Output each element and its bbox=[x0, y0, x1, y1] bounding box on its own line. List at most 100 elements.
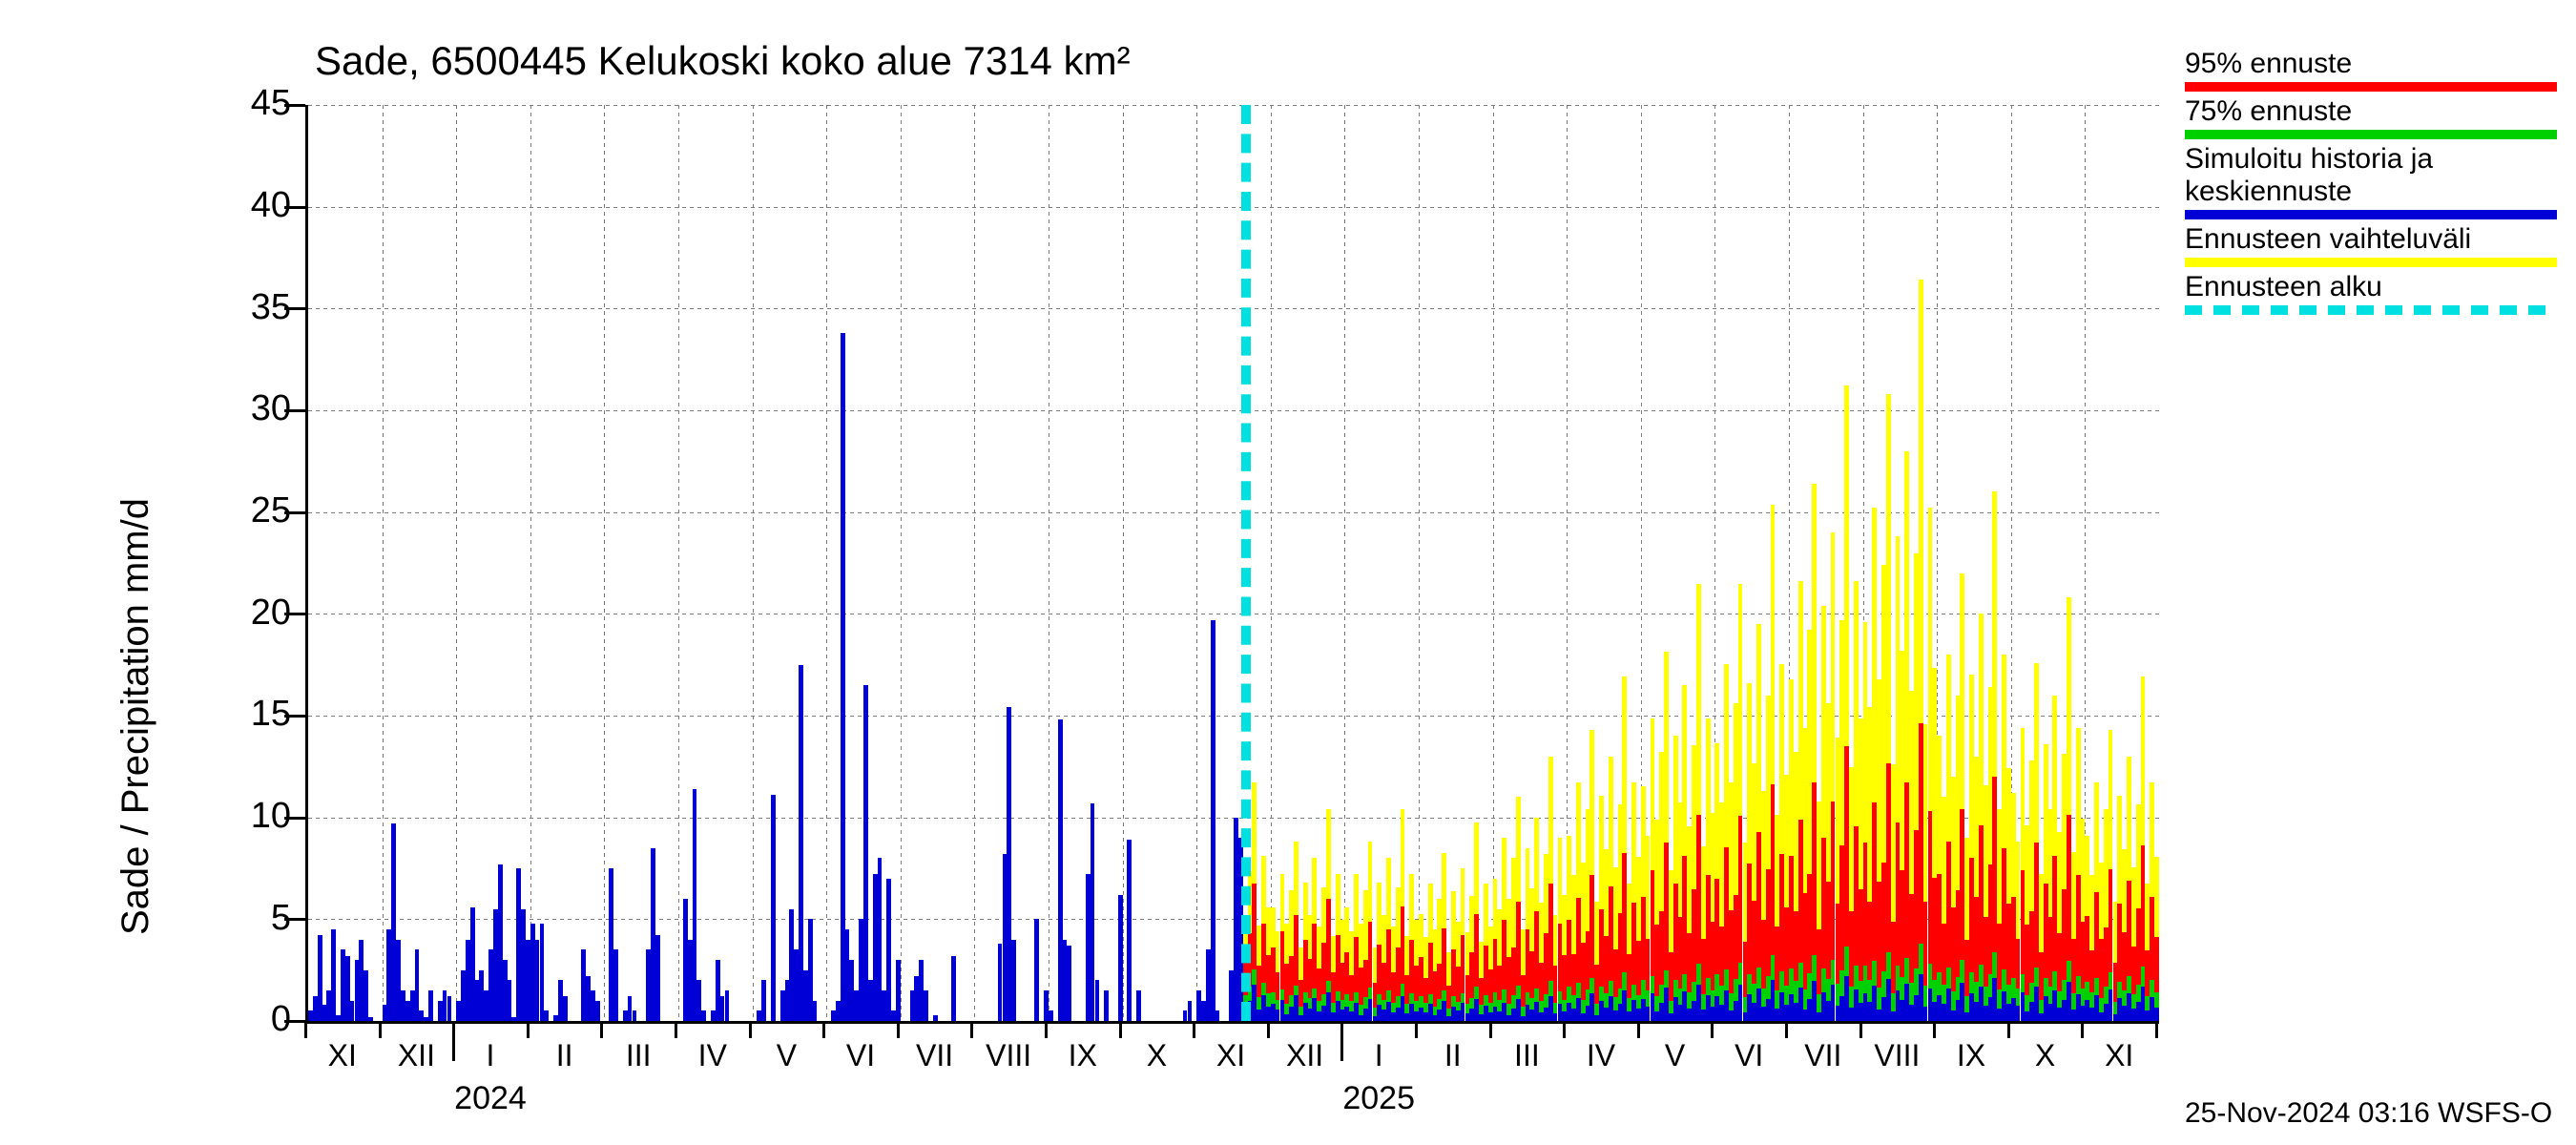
x-month-label: VIII bbox=[970, 1038, 1047, 1073]
x-year-tick bbox=[1340, 1021, 1343, 1061]
x-month-label: IV bbox=[1563, 1038, 1639, 1073]
x-month-tick bbox=[822, 1021, 825, 1038]
y-tick-mark bbox=[284, 715, 305, 718]
data-bar bbox=[655, 935, 660, 1021]
x-month-label: VII bbox=[1785, 1038, 1861, 1073]
legend-label: Ennusteen alku bbox=[2185, 271, 2557, 303]
data-bar bbox=[1095, 980, 1100, 1021]
data-bar bbox=[447, 996, 452, 1021]
data-bar bbox=[1188, 1001, 1193, 1021]
data-bar bbox=[508, 980, 512, 1021]
x-month-label: XII bbox=[378, 1038, 454, 1073]
legend-swatch bbox=[2185, 305, 2557, 315]
x-month-tick bbox=[1267, 1021, 1270, 1038]
data-bar bbox=[563, 996, 568, 1021]
x-month-tick bbox=[2155, 1021, 2158, 1038]
x-month-label: I bbox=[1340, 1038, 1417, 1073]
grid-line-v bbox=[1419, 105, 1420, 1021]
data-bar bbox=[2154, 1008, 2159, 1022]
x-month-tick bbox=[1711, 1021, 1714, 1038]
x-month-label: V bbox=[748, 1038, 824, 1073]
data-bar bbox=[331, 929, 336, 1021]
x-month-label: V bbox=[1637, 1038, 1714, 1073]
legend-label: Ennusteen vaihteluväli bbox=[2185, 223, 2557, 256]
x-month-label: IX bbox=[1933, 1038, 2009, 1073]
x-month-label: X bbox=[1118, 1038, 1195, 1073]
data-bar bbox=[1049, 1010, 1053, 1021]
grid-line-v bbox=[901, 105, 902, 1021]
y-tick-label: 35 bbox=[205, 287, 291, 328]
chart-root: Sade, 6500445 Kelukoski koko alue 7314 k… bbox=[0, 0, 2576, 1145]
x-month-label: VI bbox=[1711, 1038, 1787, 1073]
y-tick-label: 30 bbox=[205, 388, 291, 429]
data-bar bbox=[896, 960, 901, 1021]
x-month-tick bbox=[1193, 1021, 1195, 1038]
x-year-label: 2024 bbox=[433, 1080, 548, 1117]
y-tick-label: 15 bbox=[205, 694, 291, 735]
data-bar bbox=[428, 990, 433, 1021]
y-tick-mark bbox=[284, 613, 305, 615]
y-tick-label: 5 bbox=[205, 898, 291, 939]
data-bar bbox=[368, 1017, 373, 1021]
x-month-tick bbox=[970, 1021, 973, 1038]
x-month-tick bbox=[675, 1021, 677, 1038]
grid-line-h bbox=[308, 512, 2159, 513]
data-bar bbox=[841, 333, 845, 1021]
data-bar bbox=[813, 1001, 818, 1021]
data-bar bbox=[1215, 1010, 1220, 1021]
y-tick-label: 10 bbox=[205, 796, 291, 837]
grid-line-v bbox=[456, 105, 457, 1021]
x-month-label: XII bbox=[1267, 1038, 1343, 1073]
x-month-tick bbox=[897, 1021, 900, 1038]
data-bar bbox=[924, 990, 928, 1021]
data-bar bbox=[771, 795, 776, 1021]
x-month-label: VII bbox=[897, 1038, 973, 1073]
legend-label: 75% ennuste bbox=[2185, 95, 2557, 128]
legend: 95% ennuste75% ennusteSimuloitu historia… bbox=[2185, 48, 2557, 319]
y-tick-mark bbox=[284, 511, 305, 514]
legend-entry: 95% ennuste bbox=[2185, 48, 2557, 92]
x-month-tick bbox=[2007, 1021, 2010, 1038]
x-month-tick bbox=[1415, 1021, 1418, 1038]
x-year-label: 2025 bbox=[1321, 1080, 1436, 1117]
data-bar bbox=[540, 924, 545, 1021]
y-tick-label: 20 bbox=[205, 593, 291, 634]
x-month-label: XI bbox=[304, 1038, 381, 1073]
legend-swatch bbox=[2185, 210, 2557, 219]
grid-line-v bbox=[383, 105, 384, 1021]
data-bar bbox=[799, 665, 803, 1021]
y-tick-label: 45 bbox=[205, 83, 291, 124]
x-month-tick bbox=[1489, 1021, 1492, 1038]
data-bar bbox=[1136, 990, 1141, 1021]
data-bar bbox=[725, 990, 730, 1021]
grid-line-v bbox=[530, 105, 531, 1021]
y-tick-mark bbox=[284, 1020, 305, 1023]
grid-line-v bbox=[604, 105, 605, 1021]
legend-swatch bbox=[2185, 130, 2557, 139]
data-bar bbox=[701, 1010, 706, 1021]
grid-line-v bbox=[678, 105, 679, 1021]
x-month-label: III bbox=[600, 1038, 676, 1073]
x-month-tick bbox=[1785, 1021, 1788, 1038]
x-month-tick bbox=[1637, 1021, 1640, 1038]
data-bar bbox=[1118, 895, 1123, 1021]
data-bar bbox=[1104, 990, 1109, 1021]
y-tick-mark bbox=[284, 206, 305, 209]
legend-entry: Ennusteen vaihteluväli bbox=[2185, 223, 2557, 267]
x-month-label: II bbox=[1415, 1038, 1491, 1073]
grid-line-h bbox=[308, 207, 2159, 208]
data-bar bbox=[1127, 840, 1132, 1021]
x-month-label: IX bbox=[1045, 1038, 1121, 1073]
footer-timestamp: 25-Nov-2024 03:16 WSFS-O bbox=[2185, 1097, 2552, 1130]
data-bar bbox=[544, 1010, 549, 1021]
x-month-label: VI bbox=[822, 1038, 899, 1073]
x-month-tick bbox=[1933, 1021, 1936, 1038]
chart-title: Sade, 6500445 Kelukoski koko alue 7314 k… bbox=[315, 38, 1131, 84]
data-bar bbox=[1034, 919, 1039, 1021]
x-month-tick bbox=[1563, 1021, 1566, 1038]
x-month-tick bbox=[379, 1021, 382, 1038]
x-month-tick bbox=[1045, 1021, 1048, 1038]
x-month-tick bbox=[1859, 1021, 1862, 1038]
data-bar bbox=[886, 879, 891, 1021]
grid-line-v bbox=[753, 105, 754, 1021]
